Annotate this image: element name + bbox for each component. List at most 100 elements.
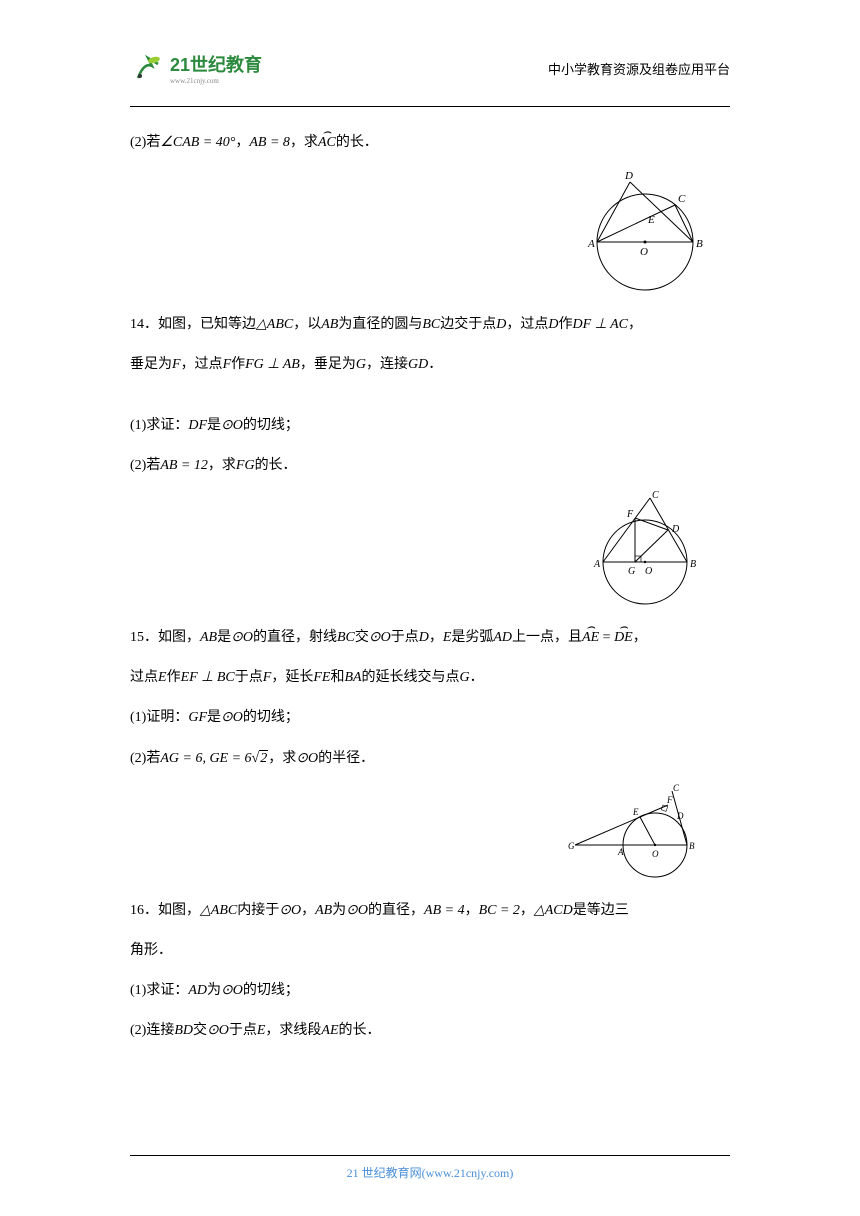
text: (1)求证：: [130, 983, 188, 998]
text: 为: [207, 983, 221, 998]
svg-text:A: A: [617, 847, 624, 857]
math-expr: EF ⊥ BC: [181, 670, 235, 685]
math-expr: AB = 12: [160, 458, 208, 473]
math-expr: △ABC: [200, 903, 237, 918]
math-expr: AB = 4: [424, 903, 465, 918]
arc-notation: AE: [582, 622, 599, 654]
text: 16．如图，: [130, 903, 200, 918]
math-expr: △ABC: [256, 317, 293, 332]
arc-notation: DE: [614, 622, 633, 654]
svg-text:B: B: [690, 559, 696, 570]
math-expr: ⊙O: [279, 903, 301, 918]
figure-14: A B C D F G O: [130, 490, 730, 610]
math-expr: FG ⊥ AB: [245, 357, 300, 372]
header-divider: [130, 106, 730, 107]
text: ，连接: [366, 357, 408, 372]
math-expr: ⊙O: [221, 983, 243, 998]
page-header: 21世纪教育 www.21cnjy.com 中小学教育资源及组卷应用平台: [130, 50, 730, 86]
math-expr: ∠CAB = 40°: [160, 135, 235, 150]
math-expr: ⊙O: [207, 1023, 229, 1038]
math-expr: BC: [337, 630, 355, 645]
math-expr: AB: [315, 903, 332, 918]
svg-text:D: D: [624, 170, 633, 182]
math-expr: AD: [493, 630, 512, 645]
math-expr: DF: [188, 418, 207, 433]
text: ．: [428, 357, 442, 372]
svg-text:B: B: [689, 841, 695, 851]
text: (2)若: [130, 458, 160, 473]
svg-text:D: D: [671, 524, 680, 535]
svg-text:O: O: [652, 849, 659, 859]
svg-text:F: F: [666, 795, 673, 805]
text: 的切线；: [243, 418, 299, 433]
text: ，延长: [271, 670, 313, 685]
text: 为: [332, 903, 346, 918]
math-expr: ⊙O: [231, 630, 253, 645]
text: 于点: [229, 1023, 257, 1038]
math-expr: AB = 8: [249, 135, 290, 150]
text: ，求: [268, 751, 296, 766]
math-expr: AB: [321, 317, 338, 332]
svg-text:O: O: [640, 246, 648, 258]
math-expr: E: [158, 670, 167, 685]
text: 交: [355, 630, 369, 645]
text: ，: [301, 903, 315, 918]
header-right-text: 中小学教育资源及组卷应用平台: [548, 59, 730, 78]
math-expr: DF ⊥ AC: [572, 317, 628, 332]
text: 的长．: [336, 135, 378, 150]
problem-16-q1: (1)求证：AD为⊙O的切线；: [130, 975, 730, 1007]
text: 于点: [391, 630, 419, 645]
math-expr: AG = 6, GE = 6: [160, 751, 251, 766]
text: 14．如图，已知等边: [130, 317, 256, 332]
math-expr: F: [172, 357, 181, 372]
content-area: (2)若∠CAB = 40°，AB = 8，求AC的长． A B C D E O…: [130, 127, 730, 1047]
text: 的半径．: [318, 751, 374, 766]
svg-text:G: G: [628, 566, 635, 577]
math-expr: GF: [188, 710, 207, 725]
text: 是: [207, 418, 221, 433]
text: 内接于: [237, 903, 279, 918]
text: 的直径，射线: [253, 630, 337, 645]
text: (1)证明：: [130, 710, 188, 725]
text: (2)若: [130, 751, 160, 766]
logo: 21世纪教育 www.21cnjy.com: [130, 50, 262, 86]
logo-sub-text: www.21cnjy.com: [170, 77, 262, 85]
math-expr: AE: [321, 1023, 338, 1038]
math-expr: BC: [422, 317, 440, 332]
problem-16-q2: (2)连接BD交⊙O于点E，求线段AE的长．: [130, 1015, 730, 1047]
text: 于点: [235, 670, 263, 685]
text: 是: [217, 630, 231, 645]
text: 角形．: [130, 943, 172, 958]
math-expr: FG: [236, 458, 255, 473]
problem-14-line2: 垂足为F，过点F作FG ⊥ AB，垂足为G，连接GD．: [130, 349, 730, 381]
arc-notation: AC: [318, 127, 336, 159]
text: 作: [167, 670, 181, 685]
problem-15-line2: 过点E作EF ⊥ BC于点F，延长FE和BA的延长线交与点G．: [130, 662, 730, 694]
math-expr: AD: [188, 983, 207, 998]
text: 的切线；: [243, 983, 299, 998]
math-expr: AB: [200, 630, 217, 645]
text: (2)连接: [130, 1023, 174, 1038]
text: 是等边三: [573, 903, 629, 918]
math-expr: FE: [313, 670, 330, 685]
text: 是: [207, 710, 221, 725]
math-expr: D: [548, 317, 558, 332]
footer-divider: [130, 1155, 730, 1156]
text: ，过点: [506, 317, 548, 332]
problem-14-line1: 14．如图，已知等边△ABC，以AB为直径的圆与BC边交于点D，过点D作DF ⊥…: [130, 309, 730, 341]
text: ，: [465, 903, 479, 918]
text: 的长．: [255, 458, 297, 473]
text: ．: [470, 670, 484, 685]
math-expr: F: [223, 357, 232, 372]
svg-text:F: F: [626, 509, 634, 520]
text: ，求: [208, 458, 236, 473]
math-expr: G: [356, 357, 366, 372]
problem-13-q2: (2)若∠CAB = 40°，AB = 8，求AC的长．: [130, 127, 730, 159]
text: 边交于点: [440, 317, 496, 332]
problem-15-line1: 15．如图，AB是⊙O的直径，射线BC交⊙O于点D，E是劣弧AD上一点，且AE …: [130, 622, 730, 654]
text: 为直径的圆与: [338, 317, 422, 332]
page-footer: 21 世纪教育网(www.21cnjy.com): [0, 1164, 860, 1181]
logo-icon: [130, 50, 166, 86]
text: 作: [558, 317, 572, 332]
svg-text:D: D: [676, 811, 684, 821]
